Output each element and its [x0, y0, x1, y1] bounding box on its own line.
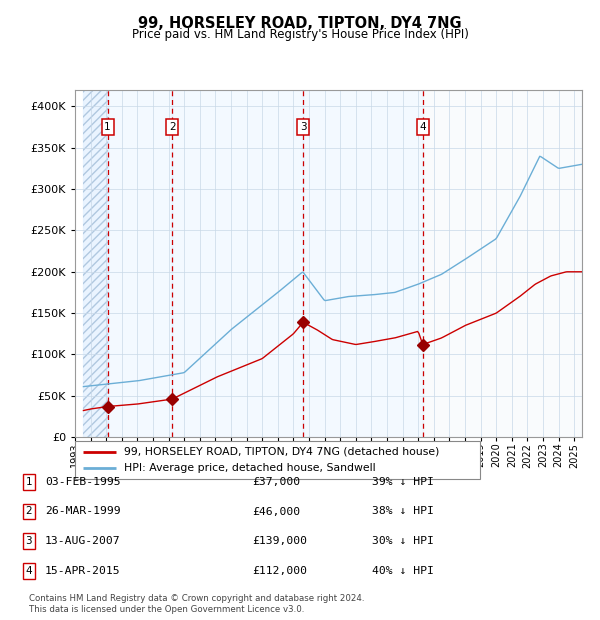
Text: Contains HM Land Registry data © Crown copyright and database right 2024.
This d: Contains HM Land Registry data © Crown c…	[29, 595, 364, 614]
Text: 2: 2	[25, 507, 32, 516]
Text: 2: 2	[169, 122, 176, 132]
Text: Price paid vs. HM Land Registry's House Price Index (HPI): Price paid vs. HM Land Registry's House …	[131, 28, 469, 41]
Text: 1: 1	[104, 122, 111, 132]
Text: 13-AUG-2007: 13-AUG-2007	[45, 536, 121, 546]
Text: 99, HORSELEY ROAD, TIPTON, DY4 7NG (detached house): 99, HORSELEY ROAD, TIPTON, DY4 7NG (deta…	[124, 447, 439, 457]
Text: 15-APR-2015: 15-APR-2015	[45, 566, 121, 576]
Bar	[83, 90, 107, 437]
FancyBboxPatch shape	[75, 441, 480, 479]
Text: £139,000: £139,000	[252, 536, 307, 546]
Text: 99, HORSELEY ROAD, TIPTON, DY4 7NG: 99, HORSELEY ROAD, TIPTON, DY4 7NG	[138, 16, 462, 30]
Text: 3: 3	[25, 536, 32, 546]
Text: 39% ↓ HPI: 39% ↓ HPI	[372, 477, 434, 487]
Bar	[107, 90, 172, 437]
Text: 4: 4	[25, 566, 32, 576]
Text: 30% ↓ HPI: 30% ↓ HPI	[372, 536, 434, 546]
Text: £37,000: £37,000	[252, 477, 300, 487]
Text: £46,000: £46,000	[252, 507, 300, 516]
Bar	[423, 90, 582, 437]
Text: 3: 3	[300, 122, 307, 132]
Text: 38% ↓ HPI: 38% ↓ HPI	[372, 507, 434, 516]
Text: 03-FEB-1995: 03-FEB-1995	[45, 477, 121, 487]
Bar	[303, 90, 423, 437]
Text: 4: 4	[419, 122, 426, 132]
Text: 26-MAR-1999: 26-MAR-1999	[45, 507, 121, 516]
Bar	[172, 90, 303, 437]
Text: 40% ↓ HPI: 40% ↓ HPI	[372, 566, 434, 576]
Text: 1: 1	[25, 477, 32, 487]
Text: £112,000: £112,000	[252, 566, 307, 576]
Text: HPI: Average price, detached house, Sandwell: HPI: Average price, detached house, Sand…	[124, 463, 375, 473]
Bar	[83, 90, 107, 437]
